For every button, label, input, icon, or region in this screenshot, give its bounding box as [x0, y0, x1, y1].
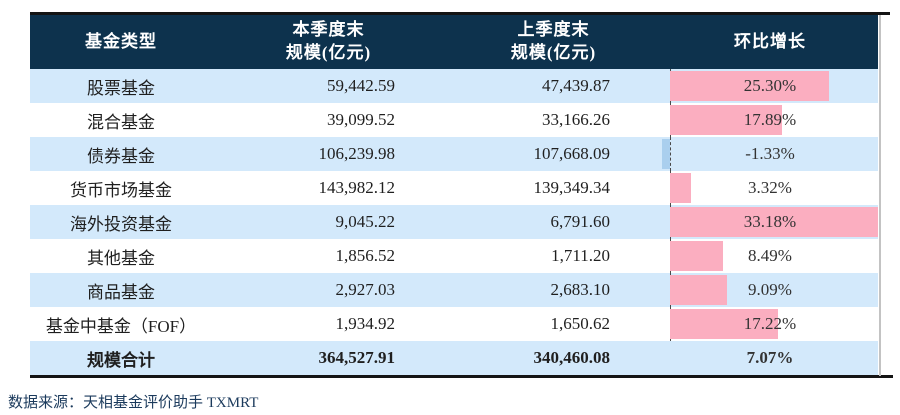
fund-type-cell: 货币市场基金 [70, 180, 172, 200]
table-header-row: 基金类型 本季度末 规模(亿元) 上季度末 规模(亿元) 环比增长 [30, 15, 878, 69]
growth-value: 9.09% [748, 280, 792, 299]
current-scale-cell: 59,442.59 [327, 76, 395, 95]
table-top-border [30, 12, 890, 15]
current-scale-cell: 106,239.98 [318, 144, 396, 163]
current-scale-cell: 39,099.52 [327, 110, 395, 129]
current-scale-cell: 1,934.92 [335, 314, 396, 333]
growth-cell: 33.18% [662, 205, 878, 239]
growth-databar [670, 309, 779, 339]
fund-type-cell: 商品基金 [87, 282, 155, 302]
growth-databar [670, 105, 783, 135]
table-row: 混合基金 39,099.52 33,166.26 17.89% [30, 103, 878, 137]
growth-value: 8.49% [748, 246, 792, 265]
growth-value: 3.32% [748, 178, 792, 197]
growth-databar [670, 275, 728, 305]
header-label: 本季度末 [292, 20, 365, 40]
growth-databar [670, 241, 724, 271]
growth-cell: -1.33% [662, 137, 878, 171]
table-row: 货币市场基金 143,982.12 139,349.34 3.32% [30, 171, 878, 205]
growth-cell: 9.09% [662, 273, 878, 307]
current-scale-cell: 9,045.22 [335, 212, 396, 231]
fund-type-cell: 股票基金 [87, 78, 155, 98]
growth-value: 17.89% [743, 110, 797, 129]
data-source-note: 数据来源：天相基金评价助手 TXMRT [8, 395, 259, 411]
column-header-qoq-growth: 环比增长 [662, 15, 878, 69]
table-bottom-border [30, 375, 893, 378]
current-scale-cell: 2,927.03 [335, 280, 396, 299]
header-sublabel: 规模(亿元) [285, 43, 372, 62]
table-row: 其他基金 1,856.52 1,711.20 8.49% [30, 239, 878, 273]
fund-scale-table: 基金类型 本季度末 规模(亿元) 上季度末 规模(亿元) 环比增长 股票基金 59… [30, 15, 878, 375]
fund-type-cell: 债券基金 [87, 146, 155, 166]
previous-scale-cell: 47,439.87 [542, 76, 610, 95]
growth-cell: 25.30% [662, 69, 878, 103]
header-label: 环比增长 [734, 31, 806, 51]
table-row: 基金中基金（FOF） 1,934.92 1,650.62 17.22% [30, 307, 878, 341]
fund-type-cell: 海外投资基金 [70, 214, 172, 234]
growth-cell: 17.22% [662, 307, 878, 341]
growth-value: 33.18% [743, 212, 797, 231]
page-edge-line [879, 15, 881, 376]
table-row: 海外投资基金 9,045.22 6,791.60 33.18% [30, 205, 878, 239]
table-body: 股票基金 59,442.59 47,439.87 25.30% 混合基金 39,099.5… [30, 69, 878, 341]
growth-databar [662, 139, 671, 169]
current-scale-cell: 1,856.52 [335, 246, 396, 265]
total-previous-scale-cell: 340,460.08 [533, 348, 611, 367]
column-header-current-quarter-scale: 本季度末 规模(亿元) [212, 15, 445, 69]
column-header-previous-quarter-scale: 上季度末 规模(亿元) [445, 15, 662, 69]
growth-cell: 8.49% [662, 239, 878, 273]
growth-value: 25.30% [743, 76, 797, 95]
previous-scale-cell: 6,791.60 [550, 212, 611, 231]
growth-databar [670, 173, 692, 203]
table-row: 股票基金 59,442.59 47,439.87 25.30% [30, 69, 878, 103]
previous-scale-cell: 33,166.26 [542, 110, 610, 129]
current-scale-cell: 143,982.12 [318, 178, 396, 197]
growth-databar [670, 207, 878, 237]
growth-cell: 17.89% [662, 103, 878, 137]
growth-value: 7.07% [746, 348, 794, 367]
column-header-fund-type: 基金类型 [30, 15, 212, 69]
fund-type-cell: 混合基金 [87, 112, 155, 132]
table-row: 商品基金 2,927.03 2,683.10 9.09% [30, 273, 878, 307]
growth-value: -1.33% [745, 144, 795, 163]
previous-scale-cell: 1,650.62 [550, 314, 611, 333]
previous-scale-cell: 107,668.09 [533, 144, 611, 163]
total-label-cell: 规模合计 [87, 350, 155, 370]
previous-scale-cell: 139,349.34 [533, 178, 611, 197]
previous-scale-cell: 2,683.10 [550, 280, 611, 299]
total-growth-cell: 7.07% [662, 341, 878, 375]
growth-value: 17.22% [743, 314, 797, 333]
total-current-scale-cell: 364,527.91 [318, 348, 396, 367]
fund-type-cell: 其他基金 [87, 248, 155, 268]
header-label: 基金类型 [85, 31, 157, 51]
previous-scale-cell: 1,711.20 [551, 246, 610, 265]
table-row: 债券基金 106,239.98 107,668.09 -1.33% [30, 137, 878, 171]
growth-cell: 3.32% [662, 171, 878, 205]
fund-type-cell: 基金中基金（FOF） [45, 316, 197, 336]
table-total-row: 规模合计 364,527.91 340,460.08 7.07% [30, 341, 878, 375]
header-label: 上季度末 [517, 20, 590, 40]
header-sublabel: 规模(亿元) [510, 43, 597, 62]
growth-databar [670, 71, 829, 101]
databar-axis [670, 137, 672, 171]
